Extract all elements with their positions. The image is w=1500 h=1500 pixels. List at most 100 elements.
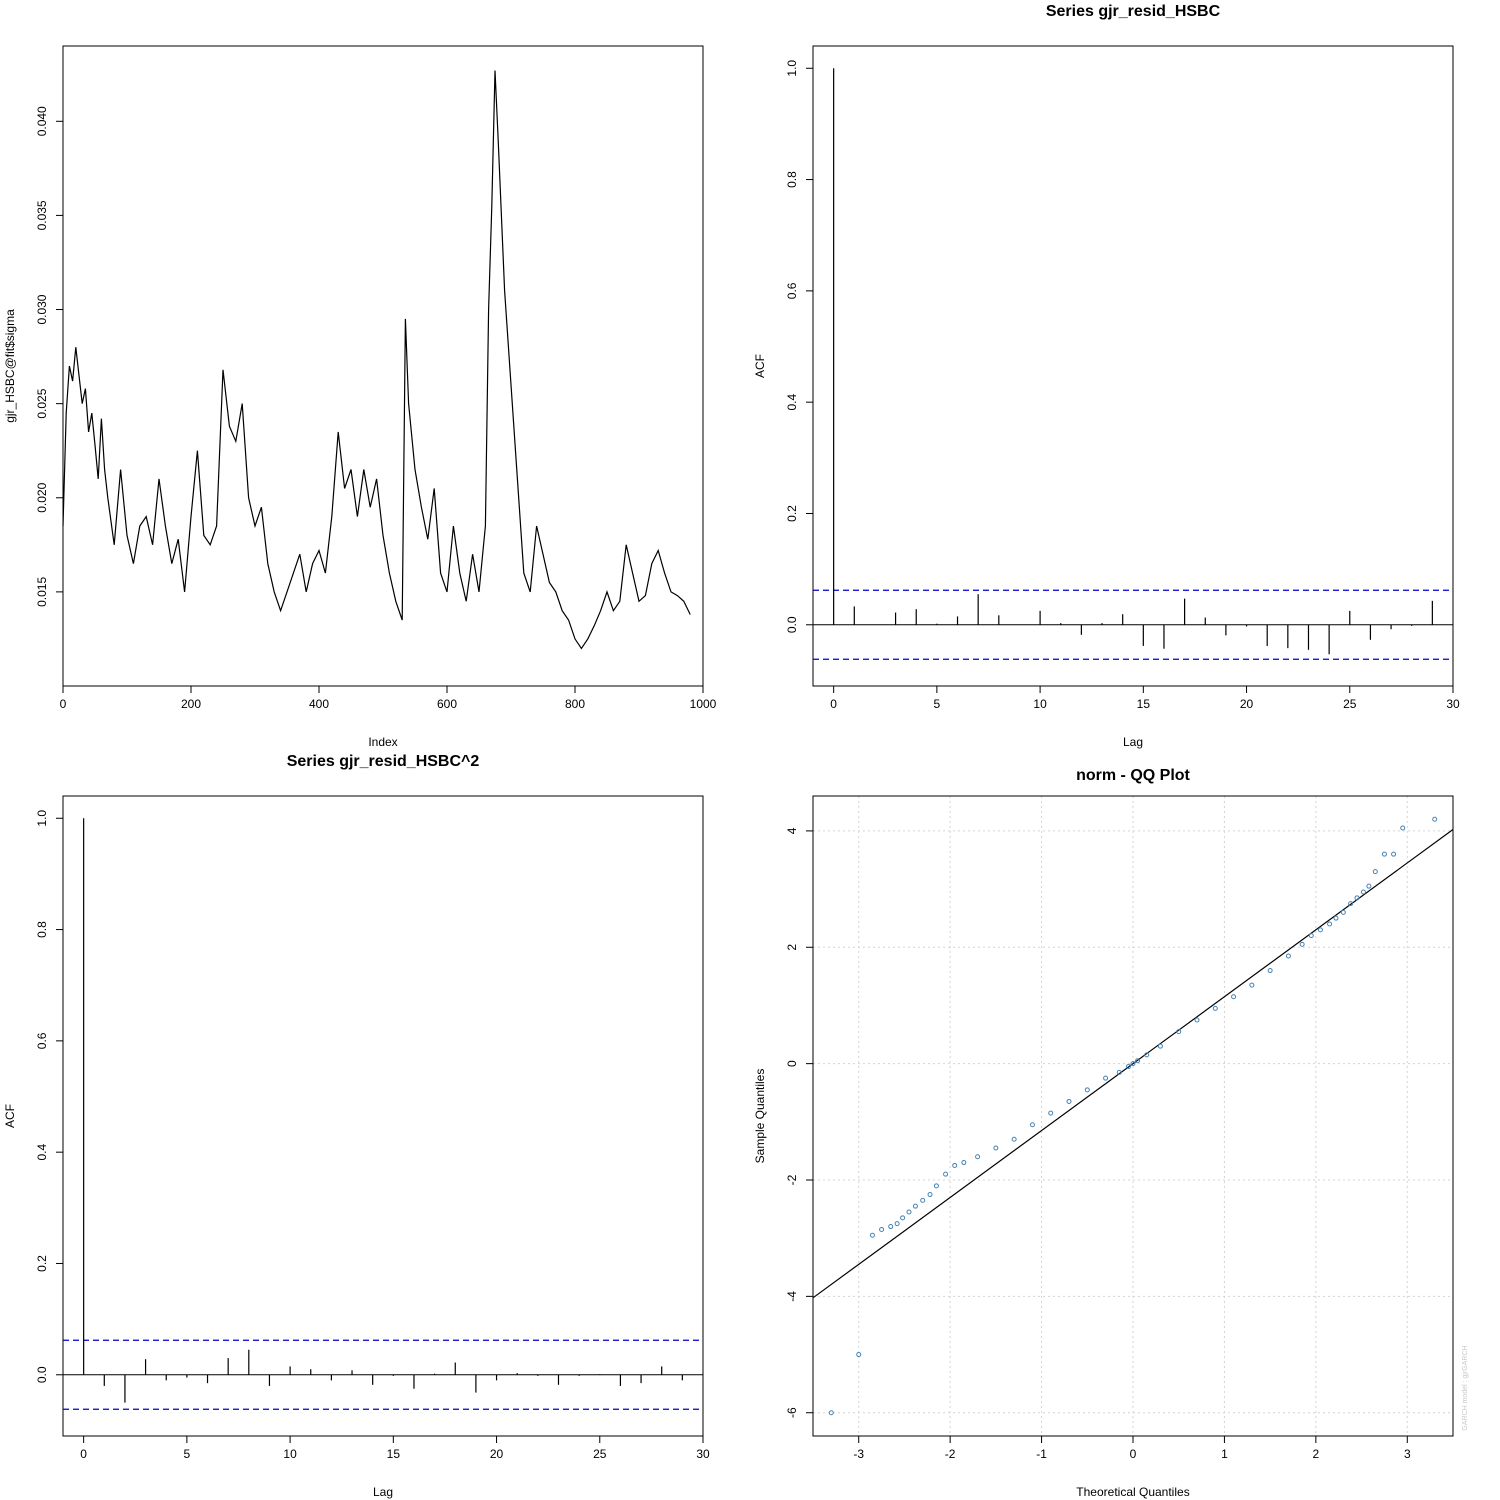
y-tick-label: 0.4 [785, 394, 799, 411]
y-tick-label: 0.0 [785, 616, 799, 633]
qq-point [912, 1203, 918, 1209]
x-tick-label: 0 [1130, 1447, 1137, 1461]
x-tick-label: 20 [490, 1447, 504, 1461]
qq-point [1125, 1064, 1131, 1070]
chart-title: norm - QQ Plot [1076, 767, 1190, 784]
x-tick-label: 1 [1221, 1447, 1228, 1461]
qq-point [1176, 1029, 1182, 1035]
sigma-line [62, 70, 691, 650]
y-tick-label: 0.2 [35, 1255, 49, 1272]
qq-point [1308, 933, 1314, 939]
qq-point [975, 1154, 981, 1160]
x-tick-label: 0 [60, 697, 67, 711]
qq-point [1135, 1058, 1141, 1064]
x-tick-label: 1000 [690, 697, 717, 711]
x-tick-label: 3 [1404, 1447, 1411, 1461]
qq-reference-line [812, 828, 1454, 1299]
qq-point [1048, 1110, 1054, 1116]
y-tick-label: 0.4 [35, 1144, 49, 1161]
qq-point [1333, 915, 1339, 921]
x-tick-label: 20 [1240, 697, 1254, 711]
x-tick-label: 30 [696, 1447, 710, 1461]
x-tick-label: -3 [853, 1447, 864, 1461]
x-axis-label: Theoretical Quantiles [1076, 1485, 1189, 1499]
qq-point [920, 1197, 926, 1203]
qq-point [1348, 901, 1354, 907]
x-tick-label: 25 [593, 1447, 607, 1461]
y-tick-label: 2 [785, 944, 799, 951]
x-tick-label: 200 [181, 697, 201, 711]
x-tick-label: 5 [184, 1447, 191, 1461]
x-axis-label: Lag [1123, 735, 1143, 749]
qq-point [1400, 825, 1406, 831]
x-tick-label: 0 [80, 1447, 87, 1461]
qq-point [1194, 1017, 1200, 1023]
x-tick-label: 0 [830, 697, 837, 711]
qq-point [1372, 869, 1378, 875]
y-tick-label: 0 [785, 1060, 799, 1067]
x-tick-label: 2 [1313, 1447, 1320, 1461]
chart-title: Series gjr_resid_HSBC [1046, 3, 1221, 20]
qq-point [888, 1224, 894, 1230]
plot-frame [62, 45, 704, 687]
qq-point [1267, 968, 1273, 974]
qq-point [1029, 1122, 1035, 1128]
y-tick-label: -4 [785, 1291, 799, 1302]
x-axis-label: Index [368, 735, 397, 749]
qq-point [1130, 1061, 1136, 1067]
qq-point [1011, 1136, 1017, 1142]
qq-point [869, 1232, 875, 1238]
qq-point [1212, 1005, 1218, 1011]
y-axis-label: ACF [3, 1104, 17, 1128]
x-tick-label: 10 [283, 1447, 297, 1461]
y-tick-label: 0.6 [35, 1032, 49, 1049]
qq-plot-panel: norm - QQ Plot Theoretical Quantiles Sam… [753, 767, 1469, 1499]
qq-point [1317, 927, 1323, 933]
x-tick-label: 5 [934, 697, 941, 711]
plot-frame [62, 795, 704, 1437]
y-tick-label: 1.0 [785, 60, 799, 77]
y-axis-label: Sample Quantiles [753, 1069, 767, 1164]
x-tick-label: 30 [1446, 697, 1460, 711]
qq-point [1432, 816, 1438, 822]
qq-point [961, 1160, 967, 1166]
qq-point [1391, 851, 1397, 857]
y-tick-label: 1.0 [35, 810, 49, 827]
qq-point [927, 1192, 933, 1198]
qq-point [933, 1183, 939, 1189]
y-tick-label: 0.8 [35, 921, 49, 938]
y-tick-label: 0.040 [35, 106, 49, 136]
y-tick-label: 0.035 [35, 200, 49, 230]
y-tick-label: 0.2 [785, 505, 799, 522]
qq-point [1084, 1087, 1090, 1093]
qq-point [856, 1352, 862, 1358]
y-tick-label: 0.030 [35, 294, 49, 324]
x-tick-label: 15 [387, 1447, 401, 1461]
qq-point [1381, 851, 1387, 857]
y-axis-label: ACF [753, 354, 767, 378]
y-tick-label: 4 [785, 827, 799, 834]
qq-point [993, 1145, 999, 1151]
qq-point [1340, 909, 1346, 915]
qq-point [1285, 953, 1291, 959]
x-tick-label: 25 [1343, 697, 1357, 711]
acf-resid-panel: Series gjr_resid_HSBC Lag ACF 0 5 10 15 20 25… [753, 3, 1460, 749]
qq-point [1366, 883, 1372, 889]
y-tick-label: 0.8 [785, 171, 799, 188]
y-tick-label: 0.020 [35, 482, 49, 512]
plot-frame [812, 45, 1454, 687]
x-tick-label: 400 [309, 697, 329, 711]
qq-point [1144, 1052, 1150, 1058]
x-tick-label: 15 [1137, 697, 1151, 711]
y-tick-label: -6 [785, 1407, 799, 1418]
qq-point [879, 1226, 885, 1232]
y-tick-label: 0.025 [35, 388, 49, 418]
qq-point [1157, 1043, 1163, 1049]
y-tick-label: 0.015 [35, 577, 49, 607]
qq-point [1327, 921, 1333, 927]
watermark: GARCH model : gjrGARCH [1462, 1345, 1469, 1430]
qq-point [900, 1215, 906, 1221]
qq-point [952, 1162, 958, 1168]
y-tick-label: 0.6 [785, 282, 799, 299]
